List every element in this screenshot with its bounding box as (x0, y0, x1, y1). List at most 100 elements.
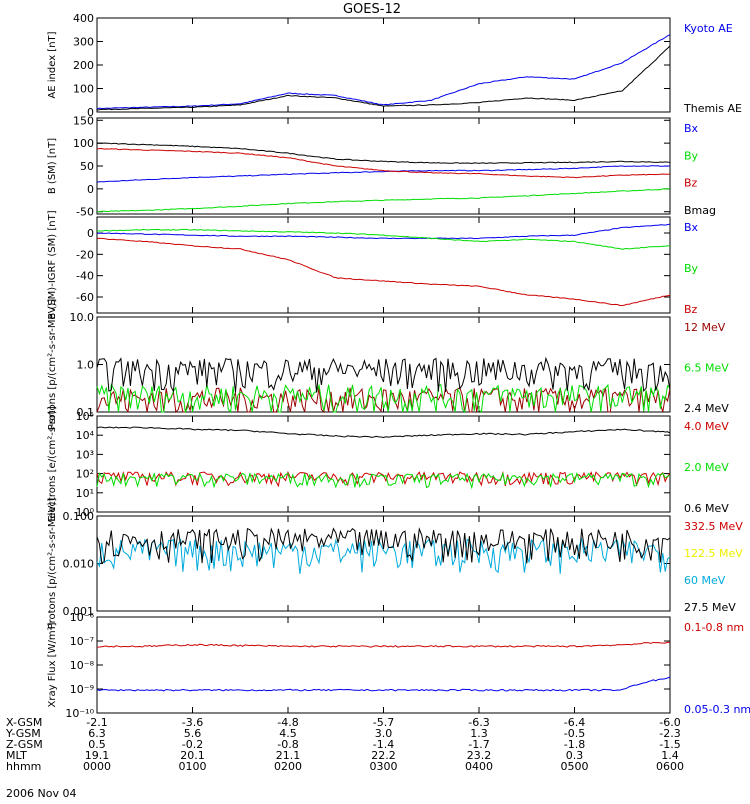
footer-value: -6.4 (564, 716, 585, 729)
legend-entry: Bz (684, 303, 698, 316)
footer-value: 0500 (561, 760, 589, 773)
legend-entry: Bx (684, 221, 699, 234)
y-tick-label: 0.010 (63, 558, 95, 571)
footer-value: -1.7 (468, 738, 489, 751)
series-line (96, 470, 671, 488)
y-tick-label: 10⁻⁹ (70, 683, 94, 696)
y-tick-label: 10⁻⁷ (70, 635, 94, 648)
footer-row-label: hhmm (6, 760, 41, 773)
chart-panels: 0 100 200 300 400 AE index [nT] Kyoto AE Themis… (47, 12, 750, 720)
y-tick-label: 0 (87, 227, 94, 240)
footer-value: -2.1 (86, 716, 107, 729)
series-line (96, 527, 671, 564)
y-tick-label: 10¹ (76, 487, 94, 500)
footer-value: 20.1 (180, 749, 205, 762)
footer-value: 1.3 (470, 727, 488, 740)
footer-value: -2.3 (659, 727, 680, 740)
y-tick-label: -40 (76, 270, 94, 283)
series-line (96, 188, 671, 213)
y-tick-label: 10⁻⁶ (70, 611, 95, 624)
footer-value: 0.5 (88, 738, 106, 751)
legend-entry: 332.5 MeV (684, 520, 743, 533)
footer-value: 1.4 (661, 749, 679, 762)
y-tick-label: 0.100 (63, 510, 95, 523)
legend-entry: By (684, 149, 699, 162)
footer-value: -0.2 (182, 738, 203, 751)
panel-frame (96, 616, 671, 714)
panel-frame (96, 216, 671, 314)
footer-value: -6.0 (659, 716, 680, 729)
panel-frame (96, 515, 671, 612)
legend-entry: By (684, 262, 699, 275)
footer-value: 21.1 (276, 749, 301, 762)
series-line (96, 165, 671, 183)
chart-panel-6: 0.001 0.010 0.100 Protons [p/(cm²-s-sr-MeV)… (47, 498, 743, 630)
footer-value: 19.1 (85, 749, 110, 762)
y-tick-label: 0 (87, 106, 94, 119)
footer-value: -1.8 (564, 738, 585, 751)
series-line (96, 228, 671, 250)
y-tick-label: 400 (73, 12, 94, 25)
series-line (96, 237, 671, 306)
footer-value: -4.8 (277, 716, 298, 729)
legend-entry: 0.6 MeV (684, 502, 729, 515)
chart-panel-7: 10⁻¹⁰ 10⁻⁹ 10⁻⁸ 10⁻⁷ 10⁻⁶ Xray Flux [W/m²] 0.1… (47, 611, 750, 720)
date-label: 2006 Nov 04 (6, 787, 76, 800)
panel-frame (96, 117, 671, 215)
y-tick-label: 100 (73, 83, 94, 96)
series-line (96, 383, 671, 414)
y-tick-label: 50 (80, 160, 94, 173)
footer-row-label: X-GSM (6, 716, 42, 729)
y-tick-label: 10³ (76, 448, 94, 461)
y-tick-label: 0.1 (77, 406, 95, 419)
legend-entry: Bmag (684, 204, 716, 217)
footer-value: 5.6 (184, 727, 202, 740)
series-line (96, 356, 671, 394)
legend-entry: Themis AE (683, 102, 742, 115)
footer-value: 6.3 (88, 727, 106, 740)
series-line (96, 45, 671, 111)
y-tick-label: 10² (76, 468, 94, 481)
chart-panel-4: 0.1 1.0 10.0 Protons [p/(cm²-s-sr-MeV)] 12 M… (47, 299, 729, 431)
y-tick-label: 0 (87, 183, 94, 196)
series-line (96, 641, 671, 648)
y-tick-label: 10.0 (70, 311, 95, 324)
y-axis-label: Protons [p/(cm²-s-sr-MeV)] (47, 498, 58, 630)
legend-entry: 4.0 MeV (684, 420, 729, 433)
series-line (97, 223, 671, 240)
series-line (96, 676, 671, 692)
y-tick-label: 1.0 (77, 359, 95, 372)
y-tick-label: 10⁻⁸ (70, 659, 95, 672)
footer-value: 23.2 (467, 749, 492, 762)
series-line (96, 471, 671, 490)
legend-entry: 0.1-0.8 nm (684, 621, 744, 634)
y-tick-label: -50 (76, 206, 94, 219)
y-axis-label: Electrons [e/(cm²-s-sr)] (47, 406, 58, 522)
series-line (96, 34, 671, 110)
plot-title: GOES-12 (343, 2, 401, 17)
legend-entry: Bx (684, 122, 699, 135)
footer-value: 22.2 (371, 749, 396, 762)
series-line (96, 537, 671, 574)
y-tick-label: 150 (73, 114, 94, 127)
series-line (96, 426, 671, 439)
footer-value: -5.7 (373, 716, 394, 729)
y-tick-label: 10⁻¹⁰ (65, 707, 94, 720)
legend-entry: 2.0 MeV (684, 461, 729, 474)
footer-value: 0.3 (566, 749, 584, 762)
y-tick-label: -60 (76, 291, 94, 304)
footer-value: -1.4 (373, 738, 394, 751)
footer-row-label: Z-GSM (6, 738, 43, 751)
panel-frame (96, 415, 671, 513)
legend-entry: 27.5 MeV (684, 601, 736, 614)
chart-panel-5: 10⁰ 10¹ 10² 10³ 10⁴ 10⁵ Electrons [e/(cm²-s-sr… (47, 406, 729, 522)
series-line (96, 142, 671, 165)
legend-entry: Kyoto AE (684, 22, 733, 35)
legend-entry: 122.5 MeV (684, 547, 743, 560)
footer-value: 0300 (370, 760, 398, 773)
y-axis-label: B (SM)-IGRF (SM) [nT] (47, 210, 58, 319)
y-axis-label: Xray Flux [W/m²] (47, 622, 58, 707)
footer-value: 0200 (274, 760, 302, 773)
y-tick-label: -20 (76, 248, 94, 261)
